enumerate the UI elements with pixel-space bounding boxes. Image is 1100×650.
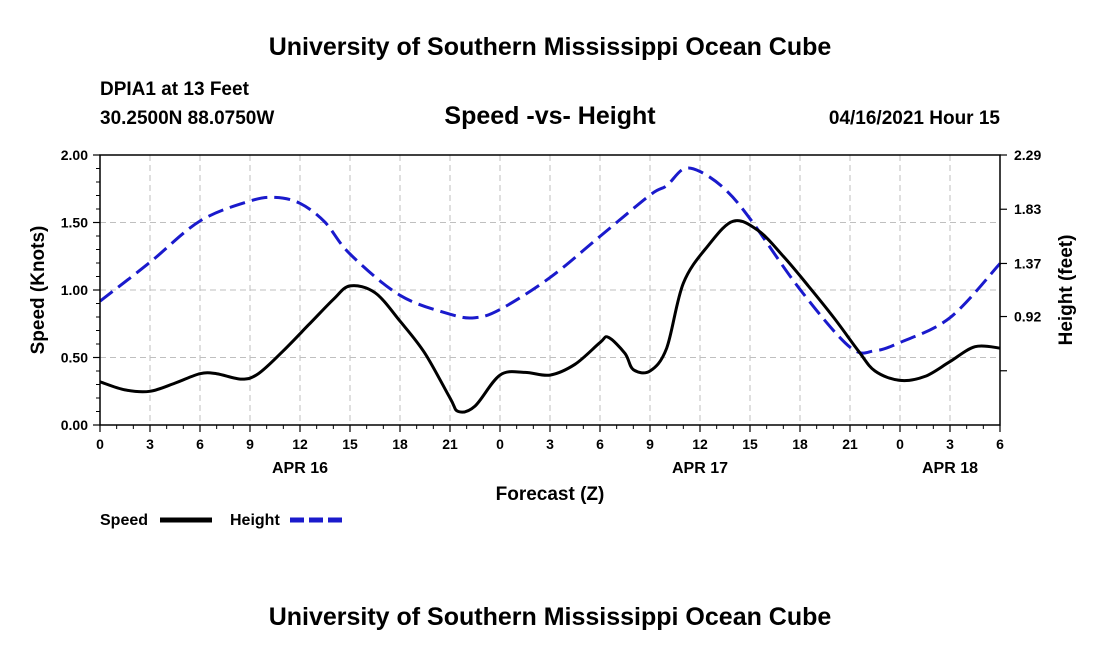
legend: Speed Height: [100, 512, 342, 529]
x-tick-label: 15: [342, 436, 358, 452]
forecast-time: 04/16/2021 Hour 15: [829, 108, 1001, 129]
x-tick-label: 0: [496, 436, 504, 452]
x-tick-label: 6: [196, 436, 204, 452]
station-label: DPIA1 at 13 Feet: [100, 79, 250, 100]
x-axis-label: Forecast (Z): [496, 484, 605, 505]
x-tick-label: 0: [896, 436, 904, 452]
y-tick-label: 1.00: [61, 282, 88, 298]
y-tick-label: 0.00: [61, 417, 88, 433]
y2-tick-label: 0.92: [1014, 309, 1041, 325]
y2-tick-label: 1.37: [1014, 255, 1041, 271]
page-title-bottom: University of Southern Mississippi Ocean…: [269, 603, 832, 631]
legend-height-label: Height: [230, 512, 280, 529]
x-tick-label: 6: [596, 436, 604, 452]
x-tick-label: 3: [546, 436, 554, 452]
x-tick-label: 18: [792, 436, 808, 452]
y-axis-right: 0.92 1.37 1.83 2.29: [1000, 147, 1041, 372]
page-title-top: University of Southern Mississippi Ocean…: [269, 33, 832, 61]
legend-speed-label: Speed: [100, 512, 148, 529]
x-tick-label: 3: [146, 436, 154, 452]
x-tick-label: 9: [246, 436, 254, 452]
x-tick-label: 12: [292, 436, 308, 452]
y2-tick-label: 1.83: [1014, 201, 1041, 217]
x-tick-label: 21: [442, 436, 458, 452]
date-label: APR 17: [672, 460, 728, 477]
grid-lines: [100, 155, 1000, 425]
series-speed-line: [99, 219, 1001, 414]
x-tick-label: 0: [96, 436, 104, 452]
date-label: APR 16: [272, 460, 328, 477]
date-labels: APR 16 APR 17 APR 18: [272, 460, 978, 477]
y-tick-label: 2.00: [61, 147, 88, 163]
x-tick-label: 15: [742, 436, 758, 452]
station-coords: 30.2500N 88.0750W: [100, 108, 274, 129]
x-tick-label: 3: [946, 436, 954, 452]
y-axis-left: 0.00 0.50 1.00 1.50 2.00: [61, 147, 100, 433]
x-axis: 0 3 6 9 12 15 18 21 0 3 6 9 12 15 18 21 0 3 6: [96, 425, 1004, 452]
data-series: [99, 166, 1002, 414]
x-tick-label: 6: [996, 436, 1004, 452]
y-tick-label: 0.50: [61, 350, 88, 366]
y2-tick-label: 2.29: [1014, 147, 1041, 163]
x-tick-label: 18: [392, 436, 408, 452]
series-height-line: [99, 166, 1002, 355]
chart-title: Speed -vs- Height: [444, 102, 656, 130]
x-tick-label: 21: [842, 436, 858, 452]
y-axis-label: Speed (Knots): [28, 226, 49, 355]
x-tick-label: 12: [692, 436, 708, 452]
x-tick-label: 9: [646, 436, 654, 452]
y2-axis-label: Height (feet): [1056, 235, 1077, 346]
y-tick-label: 1.50: [61, 215, 88, 231]
date-label: APR 18: [922, 460, 978, 477]
